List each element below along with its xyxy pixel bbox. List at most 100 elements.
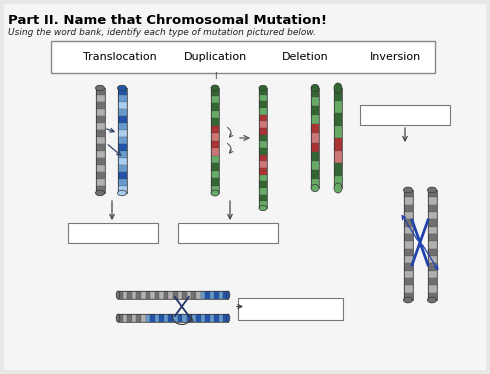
Bar [155,291,159,299]
Bar [311,115,319,125]
Bar [403,241,413,249]
Bar [259,161,267,168]
Bar [118,130,126,137]
Bar [150,291,155,299]
Bar [96,172,104,179]
Bar [141,314,146,322]
Bar [118,291,122,299]
Bar [403,190,413,197]
Bar [403,190,413,300]
Bar [96,186,104,193]
Bar [169,291,173,299]
Bar [118,88,126,193]
FancyBboxPatch shape [4,4,486,370]
Bar [427,278,437,285]
Bar [334,138,342,150]
Bar [211,95,219,103]
Bar [159,314,164,322]
Bar [403,293,413,300]
Bar [403,256,413,263]
Ellipse shape [311,85,319,92]
Bar [311,161,319,170]
Bar [211,156,219,163]
Bar [96,88,104,95]
Bar [96,116,104,123]
Ellipse shape [211,85,219,91]
Text: Using the word bank, identify each type of mutation pictured below.: Using the word bank, identify each type … [8,28,316,37]
Bar [118,95,126,102]
Bar [211,148,219,156]
Bar [219,314,223,322]
Text: Part II. Name that Chromosomal Mutation!: Part II. Name that Chromosomal Mutation! [8,14,327,27]
Bar [259,141,267,148]
Bar [211,171,219,178]
Ellipse shape [118,190,126,196]
Ellipse shape [211,190,219,196]
Bar [334,175,342,188]
Bar [403,271,413,278]
Bar [311,142,319,151]
FancyBboxPatch shape [51,41,435,73]
Bar [146,314,150,322]
Ellipse shape [116,291,120,299]
Bar [427,190,437,197]
Bar [187,314,191,322]
Bar [211,126,219,133]
Bar [169,314,173,322]
Bar [118,151,126,158]
Ellipse shape [226,314,230,322]
Bar [122,291,127,299]
Bar [334,163,342,175]
Bar [259,101,267,108]
Bar [182,314,187,322]
Bar [96,102,104,109]
Bar [259,194,267,201]
Bar [211,133,219,141]
Bar [211,110,219,118]
Bar [259,128,267,135]
Bar [211,88,219,95]
Bar [211,141,219,148]
Bar [427,190,437,300]
Bar [205,314,210,322]
Bar [68,223,158,243]
Bar [427,205,437,212]
Bar [159,291,164,299]
Bar [311,97,319,106]
Bar [141,291,146,299]
Bar [118,137,126,144]
Bar [187,291,191,299]
Bar [136,291,141,299]
Bar [311,88,319,97]
Ellipse shape [334,183,342,193]
Ellipse shape [427,187,437,193]
Bar [118,88,126,95]
Bar [259,175,267,181]
Bar [118,102,126,109]
Bar [334,113,342,126]
Bar [164,314,169,322]
Bar [118,186,126,193]
Bar [427,249,437,256]
Bar [211,118,219,126]
Bar [136,314,141,322]
Bar [259,121,267,128]
Text: Deletion: Deletion [282,52,328,62]
Bar [427,241,437,249]
Bar [200,291,205,299]
Bar [403,197,413,205]
Bar [403,234,413,241]
Bar [127,314,132,322]
Bar [173,314,177,322]
Bar [259,88,267,208]
Bar [210,314,214,322]
Bar [427,285,437,293]
Ellipse shape [118,85,126,91]
Bar [96,144,104,151]
Bar [311,151,319,161]
Bar [200,314,205,322]
Bar [259,108,267,115]
Bar [118,158,126,165]
Bar [403,263,413,271]
Bar [191,314,196,322]
